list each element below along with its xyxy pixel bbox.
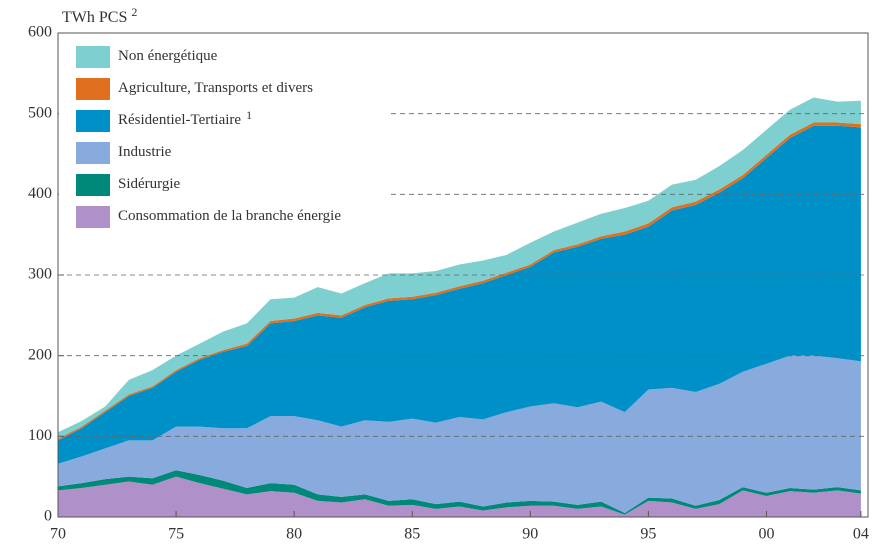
legend-name: Agriculture, Transports et divers xyxy=(118,80,313,96)
plot-frame xyxy=(57,32,869,518)
x-tick-label: 90 xyxy=(522,526,538,543)
legend-swatch xyxy=(76,78,110,100)
legend: Non énergétique Agriculture, Transports e… xyxy=(59,34,391,234)
y-tick-label: 100 xyxy=(28,427,52,444)
x-tick-label: 70 xyxy=(50,526,66,543)
x-tick-label: 04 xyxy=(853,526,869,543)
area xyxy=(58,355,861,513)
legend-label: Agriculture, Transports et divers xyxy=(118,80,313,96)
x-tick-label: 80 xyxy=(286,526,302,543)
legend-label: Consommation de la branche énergie xyxy=(118,208,341,224)
legend-name: Résidentiel-Tertiaire xyxy=(118,112,241,128)
y-label-note: 2 xyxy=(131,5,137,19)
legend-note: 1 xyxy=(246,108,252,122)
x-tick-label: 00 xyxy=(758,526,774,543)
y-tick-label: 300 xyxy=(28,266,52,283)
legend-name: Sidérurgie xyxy=(118,176,181,192)
x-tick-label: 75 xyxy=(168,526,184,543)
y-tick-label: 0 xyxy=(44,508,52,525)
legend-swatch xyxy=(76,174,110,196)
legend-label: Industrie xyxy=(118,144,172,160)
y-tick-label: 400 xyxy=(28,185,52,202)
area xyxy=(58,125,861,464)
legend-name: Industrie xyxy=(118,144,172,160)
legend-swatch xyxy=(76,110,110,132)
legend-swatch xyxy=(76,46,110,68)
y-tick-label: 200 xyxy=(28,346,52,363)
legend-label: Sidérurgie xyxy=(118,176,181,192)
legend-swatch xyxy=(76,142,110,164)
x-tick-label: 95 xyxy=(640,526,656,543)
legend-name: Consommation de la branche énergie xyxy=(118,208,341,224)
x-tick-label: 85 xyxy=(404,526,420,543)
y-label-text: TWh PCS xyxy=(62,9,127,26)
legend-swatch xyxy=(76,206,110,228)
area xyxy=(58,97,861,439)
legend-background xyxy=(59,34,391,234)
y-tick-label: 500 xyxy=(28,104,52,121)
legend-label: Résidentiel-Tertiaire 1 xyxy=(118,108,252,129)
area xyxy=(58,470,861,515)
legend-name: Non énergétique xyxy=(118,48,218,64)
legend-label: Non énergétique xyxy=(118,48,218,64)
area xyxy=(58,476,861,517)
y-axis-label: TWh PCS 2 xyxy=(62,5,137,26)
y-tick-label: 600 xyxy=(28,24,52,41)
